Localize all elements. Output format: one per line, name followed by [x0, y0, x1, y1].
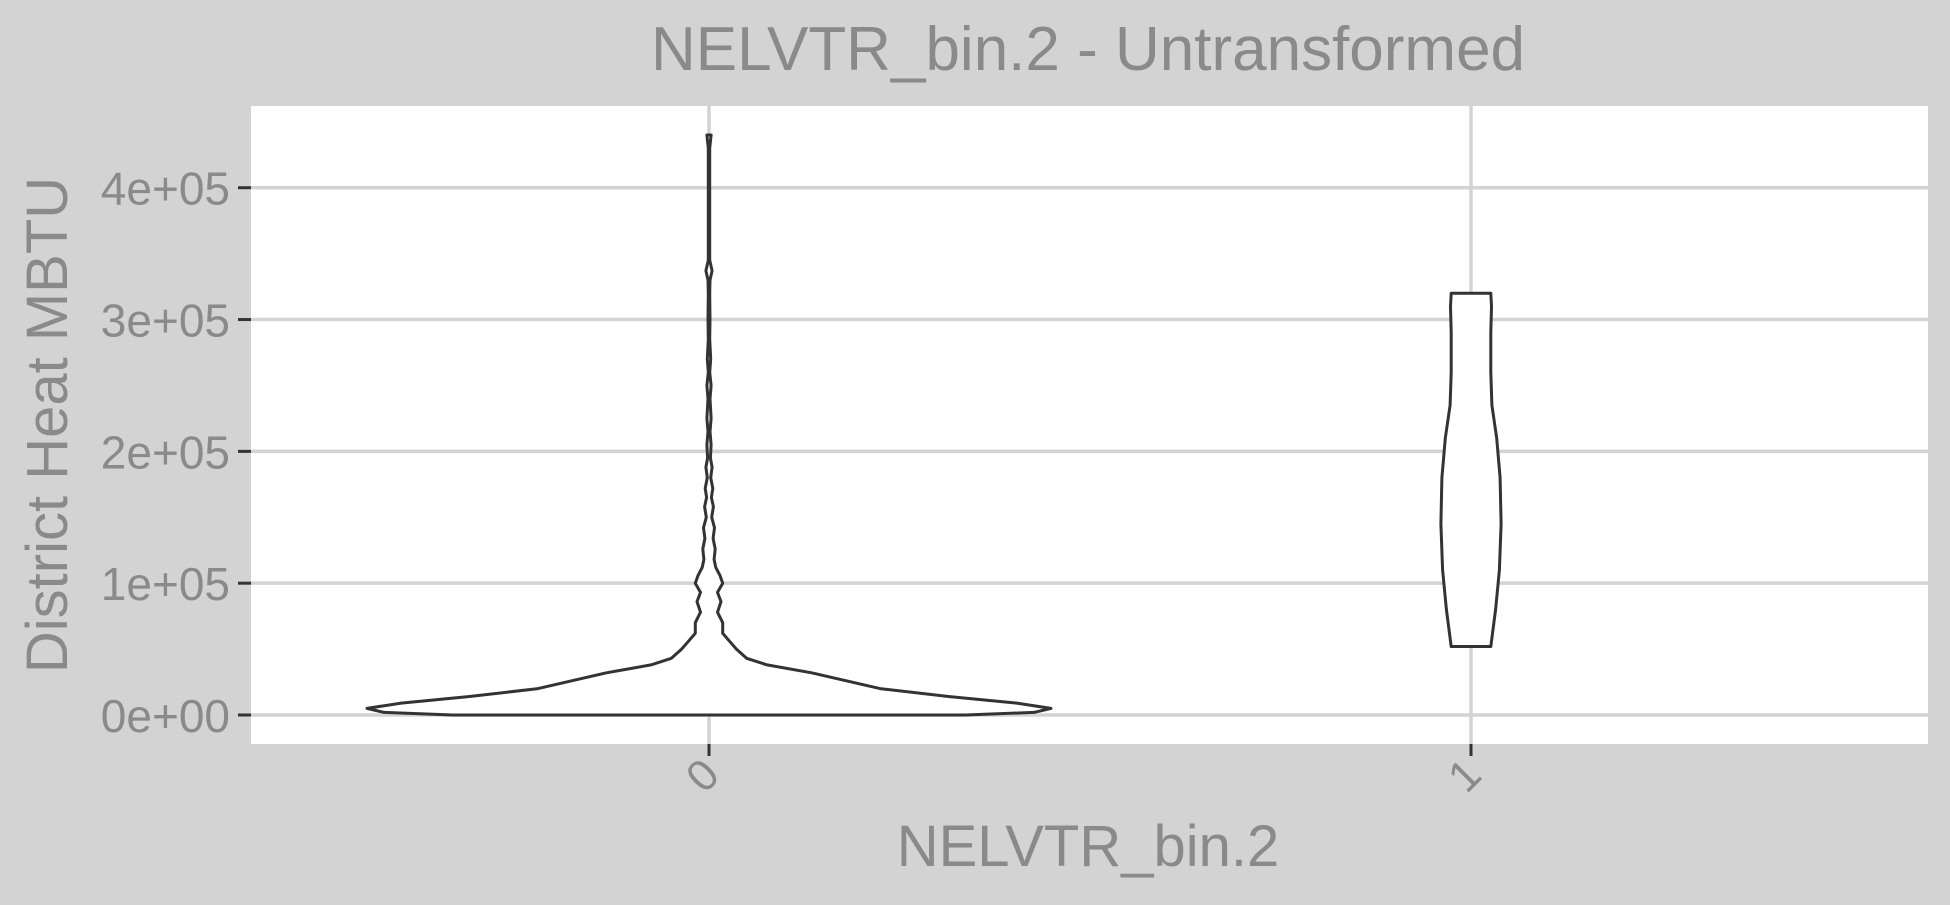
violins — [365, 133, 1503, 717]
plot-panel — [251, 106, 1928, 744]
violin-1 — [1439, 291, 1503, 648]
y-tick-label: 3e+05 — [101, 295, 230, 347]
y-tick-label: 1e+05 — [101, 558, 230, 610]
y-axis-label: District Heat MBTU — [15, 177, 80, 673]
y-tick-label: 2e+05 — [101, 426, 230, 478]
violin-0 — [365, 133, 1053, 717]
y-tick-label: 0e+00 — [101, 690, 230, 742]
chart-title: NELVTR_bin.2 - Untransformed — [651, 15, 1525, 84]
x-axis-label: NELVTR_bin.2 — [897, 814, 1280, 879]
y-tick-label: 4e+05 — [101, 163, 230, 215]
